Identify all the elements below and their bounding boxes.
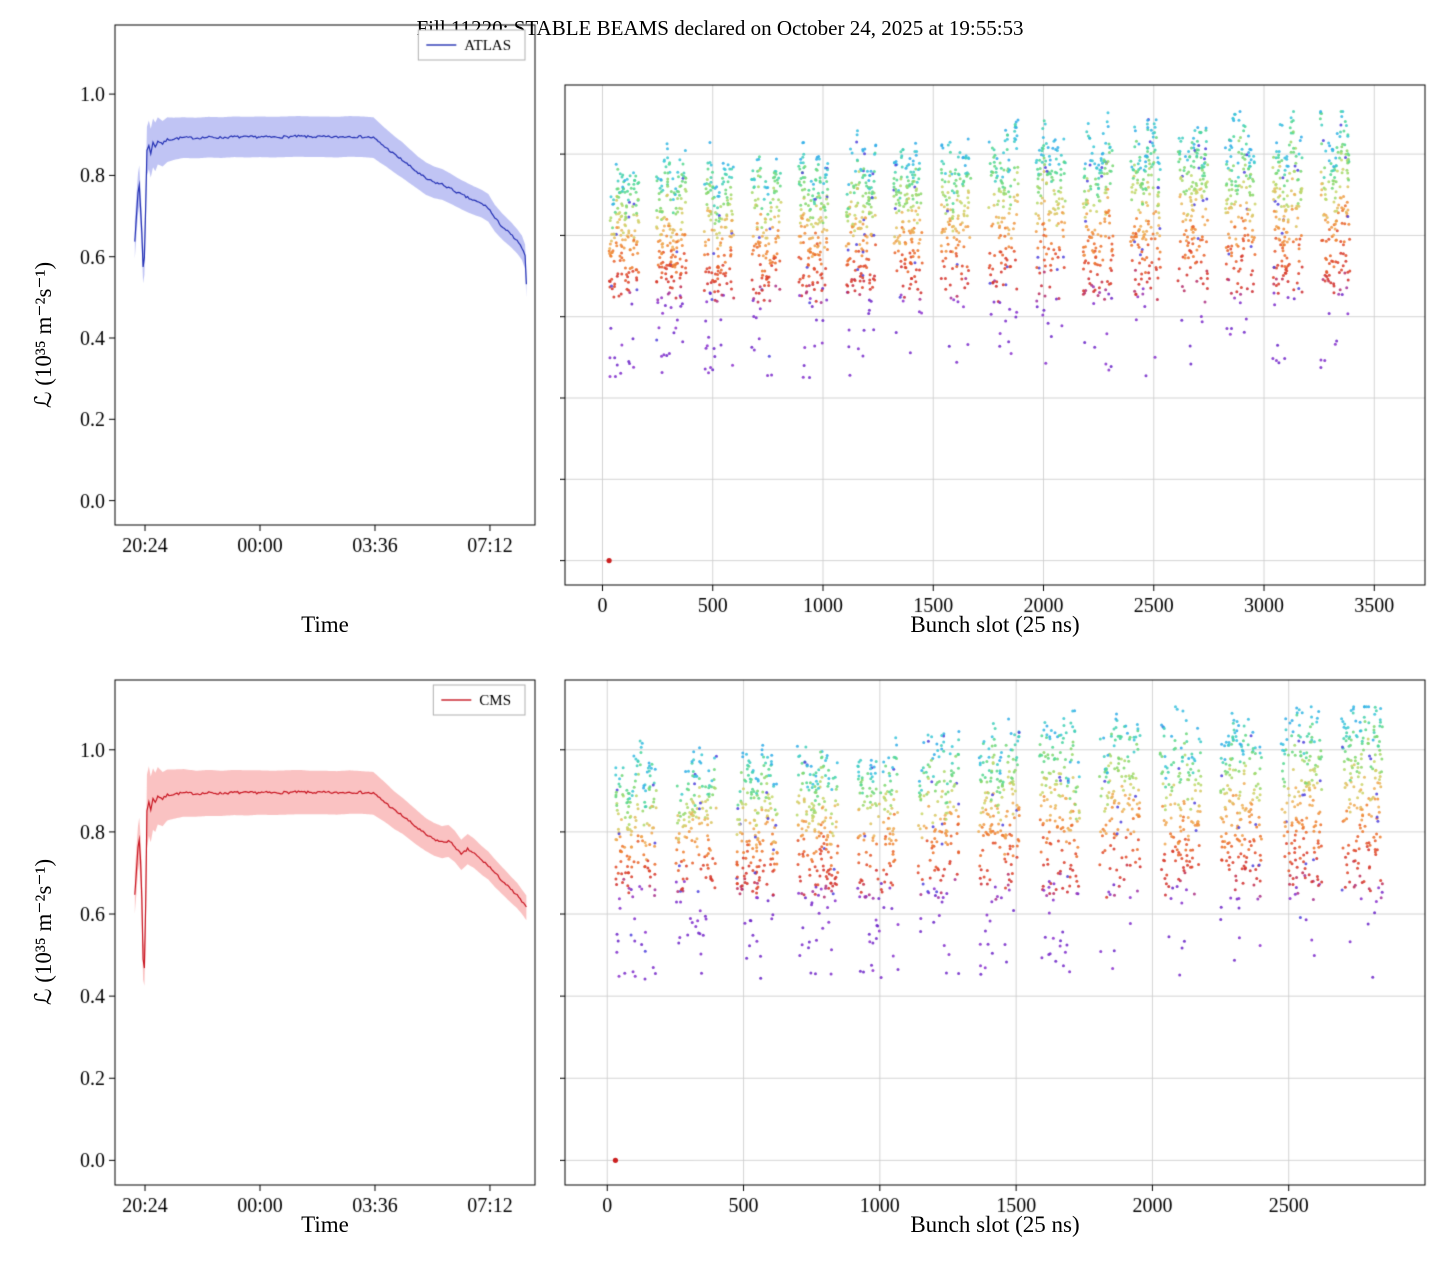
atlas-bunch-x-axis-label: Bunch slot (25 ns) (910, 612, 1080, 637)
atlas-bunch-slot-scatter-plot (560, 60, 1440, 660)
atlas-y-axis-label: ℒ (10³⁵ m⁻²s⁻¹) (31, 261, 56, 409)
cms-bunch-slot-scatter-plot (560, 655, 1440, 1270)
cms-bunch-x-axis-label: Bunch slot (25 ns) (910, 1212, 1080, 1237)
cms-luminosity-time-plot (0, 655, 560, 1270)
atlas-time-x-axis-label: Time (301, 612, 349, 637)
atlas-luminosity-time-plot (0, 0, 560, 600)
cms-time-x-axis-label: Time (301, 1212, 349, 1237)
cms-y-axis-label: ℒ (10³⁵ m⁻²s⁻¹) (31, 858, 56, 1006)
